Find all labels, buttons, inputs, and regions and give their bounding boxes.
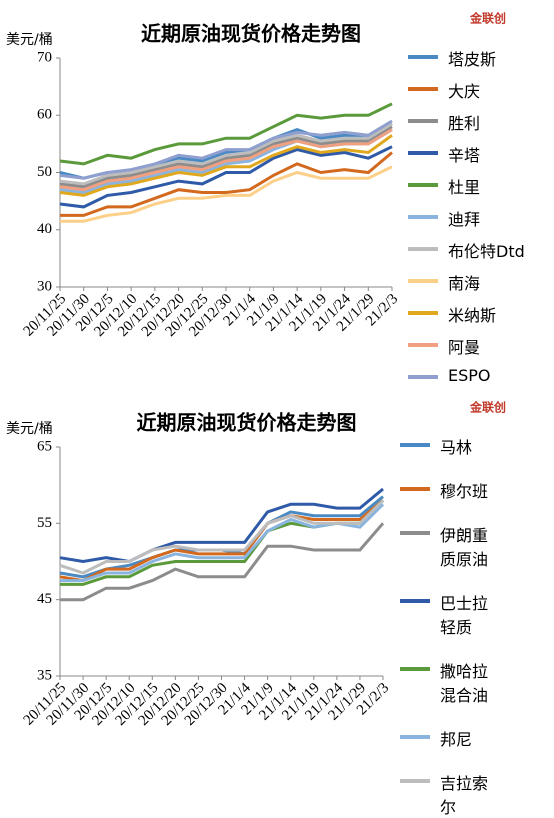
legend-label: 伊朗重质原油 [440, 526, 489, 569]
legend-entry: 布伦特Dtd [408, 238, 552, 262]
legend-entry: 巴士拉轻质 [400, 590, 496, 638]
legend-swatch [408, 215, 438, 219]
legend-swatch [408, 119, 438, 123]
y-axis-label: 美元/桶 [6, 32, 53, 48]
legend-swatch [400, 779, 430, 783]
y-tick-label: 35 [37, 667, 52, 683]
series-line [60, 151, 393, 217]
legend-swatch [408, 279, 438, 283]
legend-label: 阿曼 [448, 338, 481, 357]
legend-label: 杜里 [448, 178, 481, 197]
legend-entry: 米纳斯 [408, 302, 552, 326]
series-line [59, 134, 393, 197]
legend-entry: 杜里 [408, 174, 552, 198]
legend-swatch [400, 599, 430, 603]
legend-entry: 迪拜 [408, 206, 552, 230]
legend-swatch [400, 531, 430, 535]
legend-label: 辛塔 [448, 146, 481, 165]
legend-label: 胜利 [448, 114, 481, 133]
legend-entry: ESPO [408, 366, 552, 385]
legend: 马林穆尔班伊朗重质原油 巴士拉轻质撒哈拉混合油邦尼吉拉索尔 [400, 434, 496, 818]
legend-entry: 辛塔 [408, 142, 552, 166]
legend-entry: 马林 [400, 434, 496, 458]
legend-label: 撒哈拉混合油 [440, 662, 489, 705]
legend-swatch [408, 343, 438, 347]
legend-label: 吉拉索尔 [440, 774, 489, 817]
series-line [59, 102, 393, 166]
series-line [60, 165, 393, 223]
series-line [59, 128, 393, 192]
legend-entry: 胜利 [408, 110, 552, 134]
legend-label: 邦尼 [440, 730, 473, 749]
y-tick-label: 50 [37, 164, 52, 180]
series-line [59, 145, 393, 209]
legend-swatch [408, 55, 438, 59]
logo: 金联创 [469, 11, 506, 26]
legend-entry: 伊朗重质原油 [400, 522, 496, 570]
page: {"chart_data": [ {"type": "line", "title… [6, 10, 552, 817]
series-line [59, 119, 393, 180]
legend-swatch [408, 183, 438, 187]
legend: 塔皮斯大庆胜利辛塔杜里迪拜布伦特Dtd 南海米纳斯阿曼 ESPO [408, 46, 552, 385]
y-tick-label: 45 [37, 591, 52, 607]
legend-label: 巴士拉轻质 [440, 594, 489, 637]
legend-label: 穆尔班 [440, 482, 489, 501]
legend-swatch [400, 487, 430, 491]
series-line [59, 487, 384, 564]
legend-entry: 大庆 [408, 78, 552, 102]
legend-entry: 阿曼 [408, 334, 552, 358]
charts: 304050607020/11/2520/11/3020/12/520/12/1… [6, 11, 506, 729]
series-line [59, 499, 384, 583]
legend-label: 塔皮斯 [448, 50, 497, 69]
chart-title: 近期原油现货价格走势图 [137, 411, 357, 435]
legend-label: 大庆 [448, 82, 481, 101]
legend-swatch [400, 735, 430, 739]
series-line [59, 499, 385, 575]
legend-swatch [400, 443, 430, 447]
legend-entry: 撒哈拉混合油 [400, 658, 496, 706]
legend-swatch [408, 151, 438, 155]
y-tick-label: 30 [37, 278, 52, 294]
legend-swatch [408, 87, 438, 91]
legend-swatch [408, 247, 438, 251]
logo: 金联创 [469, 400, 506, 415]
y-tick-label: 40 [37, 221, 52, 237]
y-axis-label: 美元/桶 [6, 421, 53, 437]
legend-entry: 吉拉索尔 [400, 770, 496, 818]
legend-entry: 塔皮斯 [408, 46, 552, 70]
legend-label: 南海 [448, 274, 481, 293]
y-tick-label: 55 [37, 515, 52, 531]
legend-swatch [400, 667, 430, 671]
chart-title: 近期原油现货价格走势图 [141, 22, 361, 46]
legend-entry: 南海 [408, 270, 552, 294]
legend-entry: 邦尼 [400, 726, 496, 750]
y-tick-label: 60 [37, 107, 52, 123]
legend-swatch [408, 375, 438, 379]
legend-label: ESPO [448, 366, 491, 385]
legend-label: 米纳斯 [448, 306, 497, 325]
y-tick-label: 65 [37, 438, 52, 454]
series-line [59, 122, 393, 186]
series-line [60, 522, 385, 602]
legend-label: 马林 [440, 438, 473, 457]
y-tick-label: 70 [37, 49, 52, 65]
legend-swatch [408, 311, 438, 315]
legend-label: 布伦特Dtd [448, 242, 525, 261]
series-line [59, 125, 393, 189]
legend-label: 迪拜 [448, 210, 481, 229]
legend-entry: 穆尔班 [400, 478, 496, 502]
